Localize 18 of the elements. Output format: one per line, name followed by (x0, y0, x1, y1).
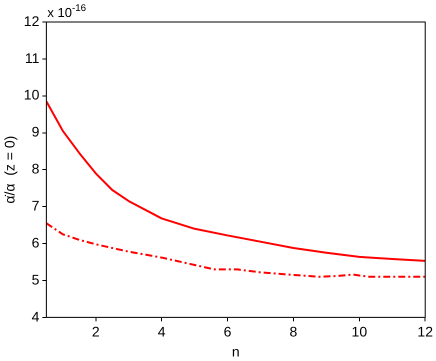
y-tick-label: 4 (32, 308, 40, 324)
y-tick-label: 10 (24, 86, 40, 103)
x-tick-label: 10 (352, 324, 368, 340)
x-tick-label: 8 (290, 324, 298, 340)
x-tick-label: 12 (417, 324, 434, 340)
y-tick-label: 8 (32, 160, 40, 177)
y-tick-label: 12 (24, 12, 40, 29)
y-tick-label: 7 (32, 197, 40, 214)
line-series (46, 222, 426, 278)
x-tick-label: 6 (224, 324, 232, 340)
y-tick-label: 9 (32, 124, 40, 140)
y-axis-title: α̇/α (z = 0) (1, 136, 18, 204)
y-tick-label: 11 (24, 50, 40, 66)
x-axis-title: n (232, 343, 240, 360)
x-tick-label: 2 (92, 324, 100, 340)
x-tick-label: 4 (158, 324, 166, 340)
y-tick-label: 6 (32, 234, 40, 250)
y-tick-label: 5 (32, 271, 40, 288)
